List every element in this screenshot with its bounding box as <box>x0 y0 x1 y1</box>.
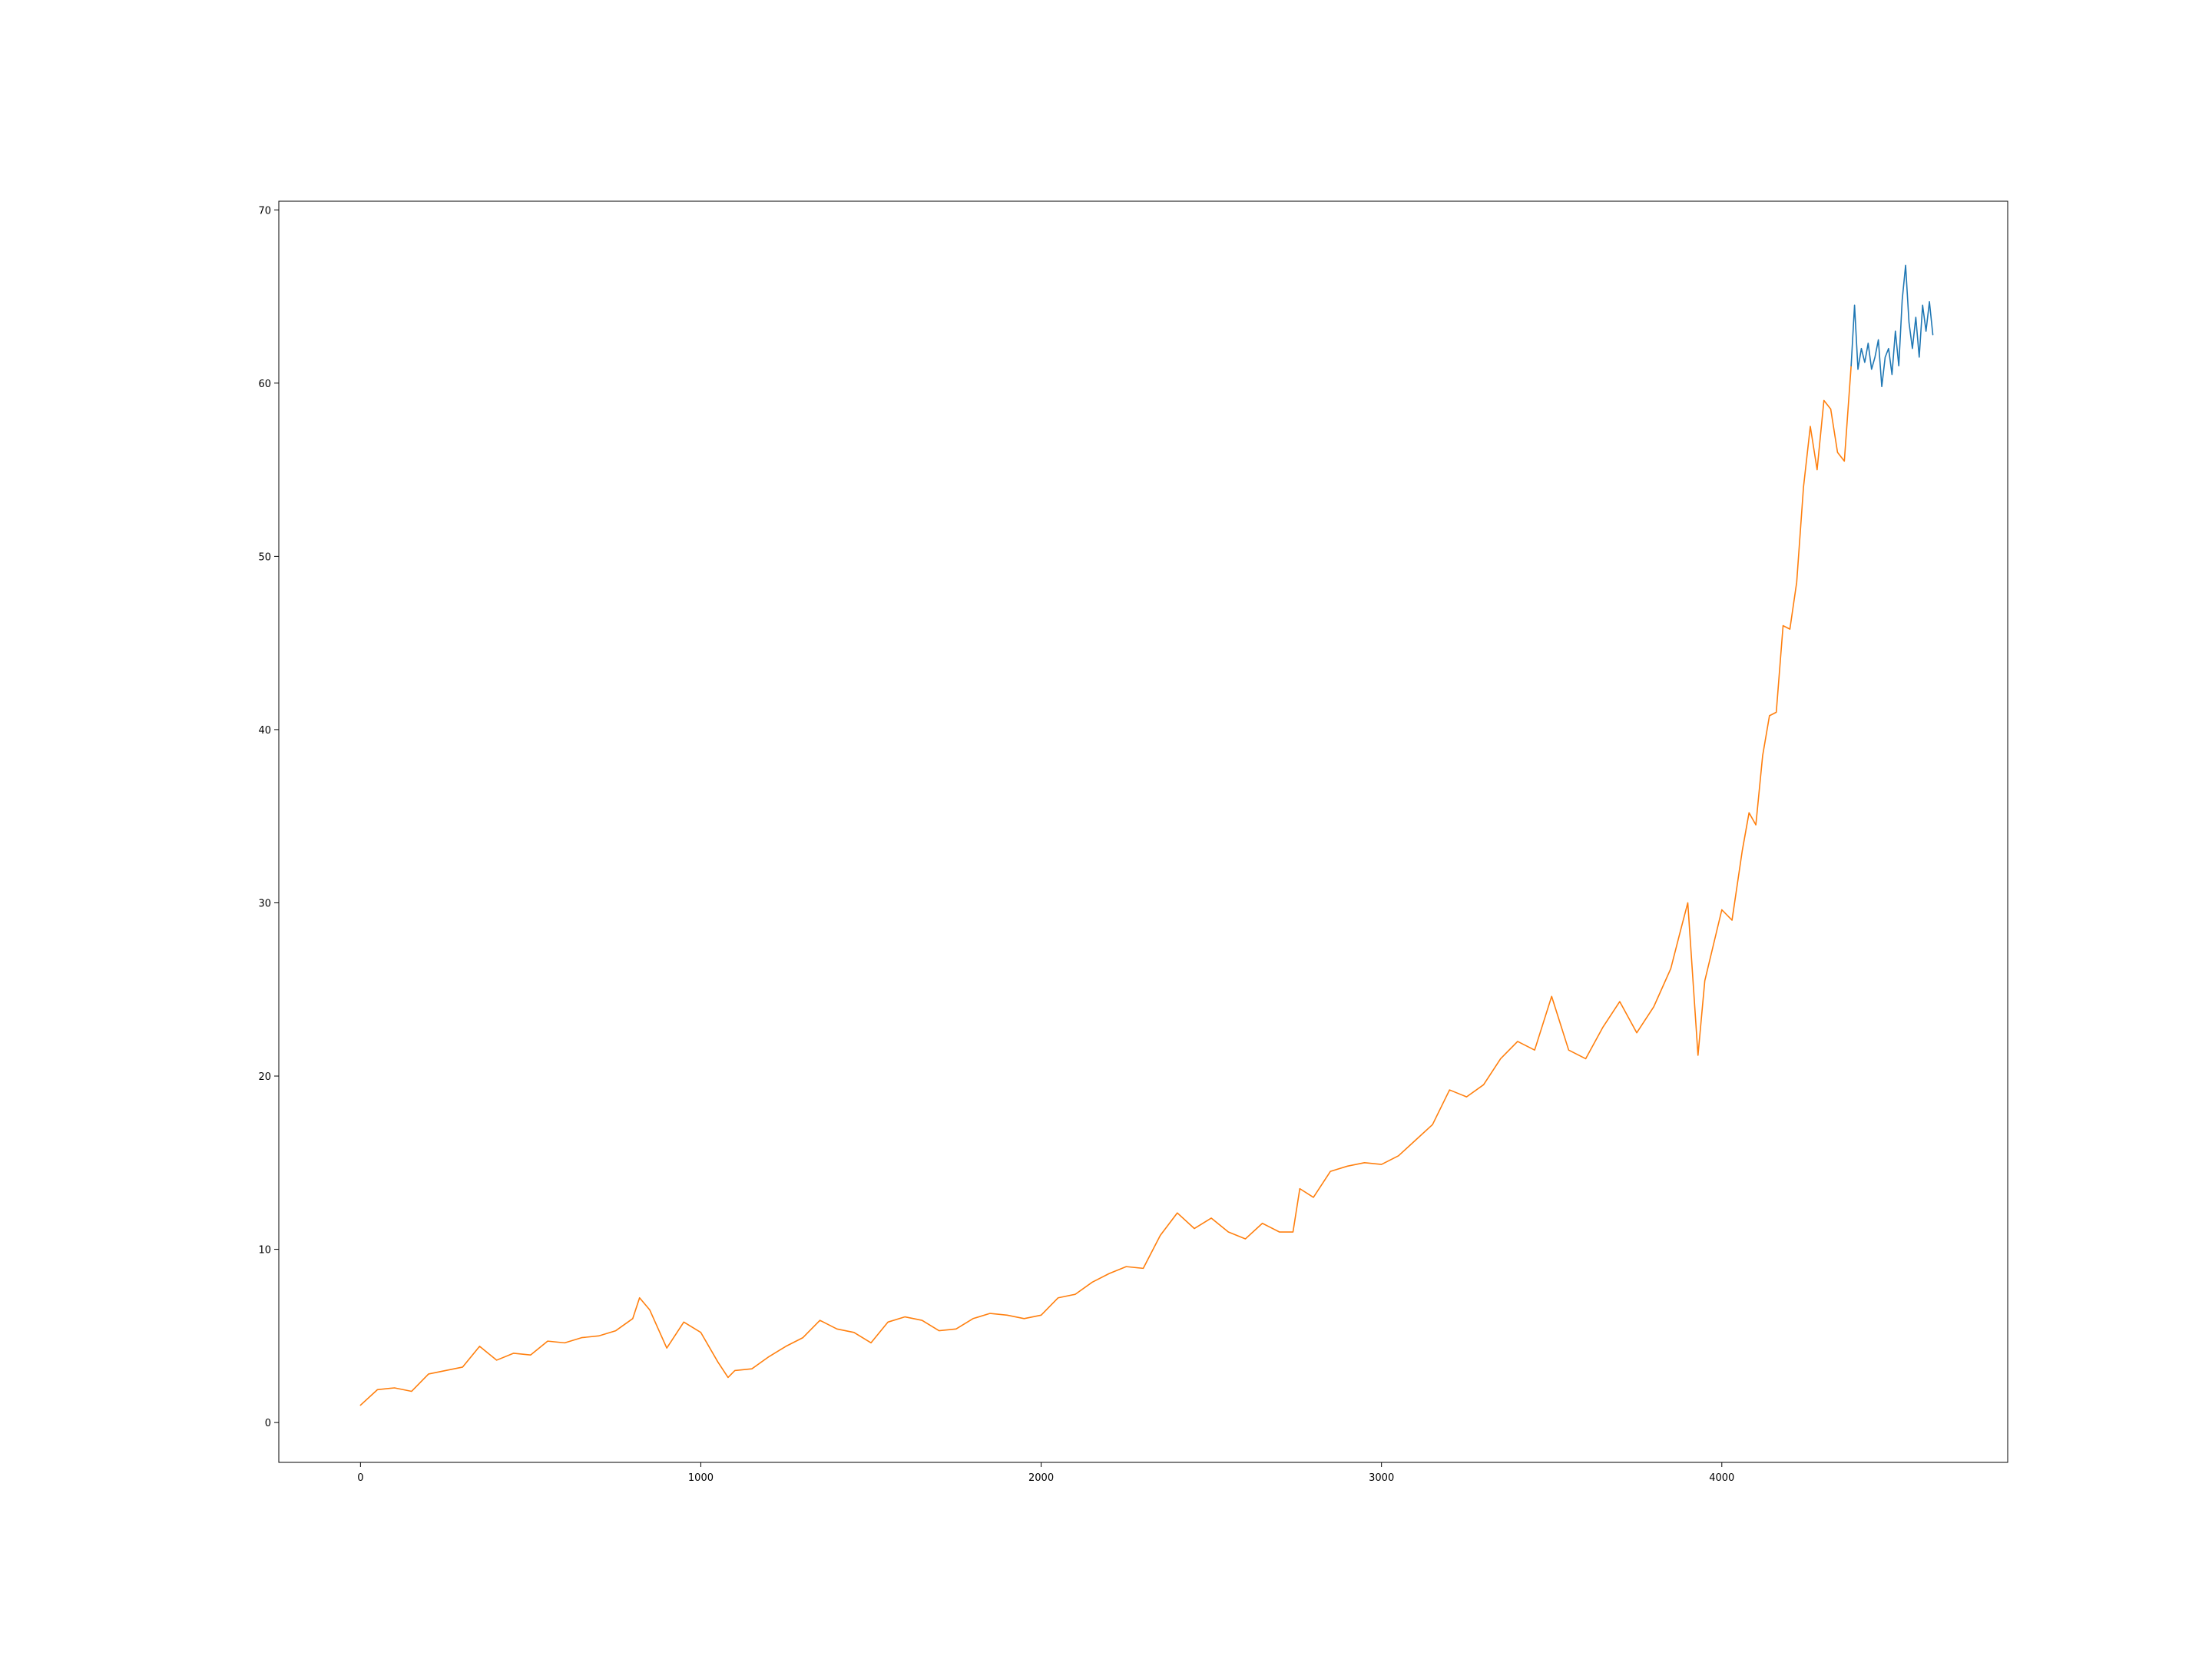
x-tick-label: 1000 <box>688 1472 714 1484</box>
y-tick-label: 70 <box>258 205 271 217</box>
y-axis: 0 10 20 30 40 50 60 70 <box>258 205 279 1429</box>
y-tick-label: 60 <box>258 379 271 390</box>
x-tick-label: 4000 <box>1709 1472 1734 1484</box>
x-tick-label: 0 <box>357 1472 363 1484</box>
y-tick-label: 30 <box>258 898 271 909</box>
axes-frame <box>278 200 2008 1463</box>
x-axis: 0 1000 2000 3000 4000 <box>357 1462 1734 1484</box>
x-tick-label: 2000 <box>1028 1472 1054 1484</box>
x-tick-label: 3000 <box>1369 1472 1394 1484</box>
y-tick-label: 40 <box>258 725 271 737</box>
y-tick-label: 50 <box>258 551 271 563</box>
y-tick-label: 0 <box>265 1418 271 1429</box>
series-line-1 <box>359 365 1852 1406</box>
y-tick-label: 20 <box>258 1071 271 1083</box>
series-line-2 <box>1850 264 1934 388</box>
y-tick-label: 10 <box>258 1245 271 1257</box>
series-layer <box>359 264 1934 1406</box>
